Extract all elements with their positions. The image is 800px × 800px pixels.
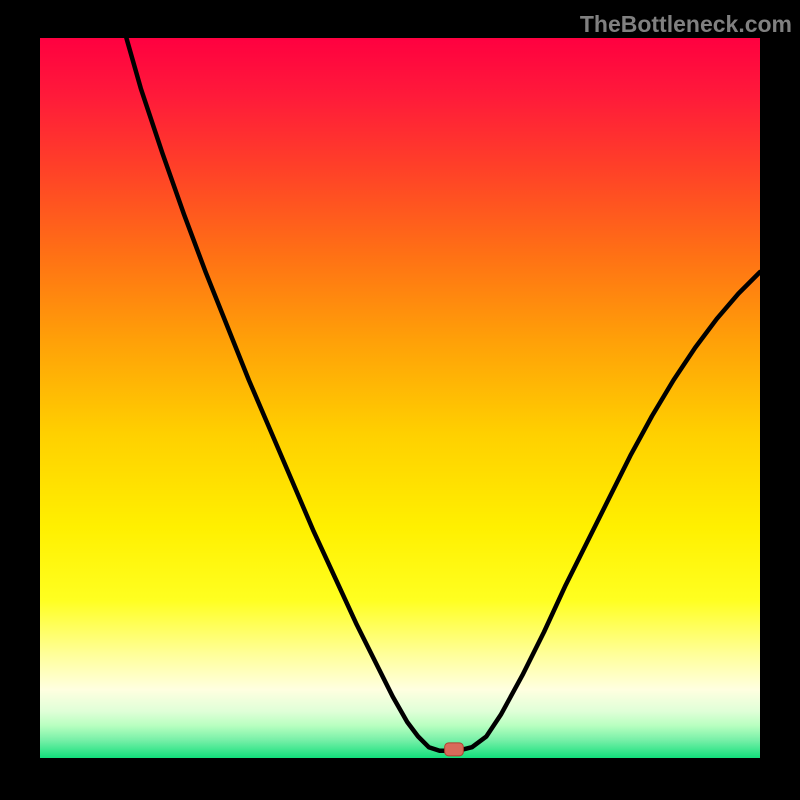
optimum-marker <box>445 743 464 756</box>
chart-gradient-bg <box>40 38 760 758</box>
chart-svg <box>0 0 800 800</box>
bottleneck-chart: TheBottleneck.com <box>0 0 800 800</box>
watermark-label: TheBottleneck.com <box>580 11 792 38</box>
